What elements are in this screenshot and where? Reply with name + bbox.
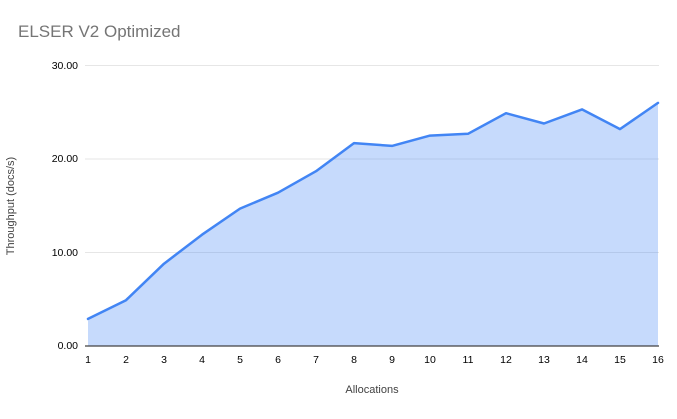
x-tick-label: 16 bbox=[652, 354, 664, 366]
x-tick-label: 13 bbox=[538, 354, 550, 366]
x-tick-label: 9 bbox=[389, 354, 395, 366]
area-fill bbox=[88, 102, 658, 347]
x-tick-label: 7 bbox=[313, 354, 319, 366]
y-tick-label: 10.00 bbox=[51, 246, 78, 259]
y-tick-label: 0.00 bbox=[57, 340, 78, 352]
x-tick-label: 15 bbox=[614, 354, 626, 366]
x-tick-label: 2 bbox=[123, 354, 129, 366]
chart-title: ELSER V2 Optimized bbox=[18, 22, 181, 41]
x-tick-label: 6 bbox=[275, 354, 281, 366]
x-tick-label: 1 bbox=[85, 354, 91, 366]
x-tick-label: 12 bbox=[500, 354, 512, 366]
x-tick-label: 5 bbox=[237, 354, 243, 366]
x-tick-label: 10 bbox=[424, 354, 436, 366]
x-tick-label: 8 bbox=[351, 354, 357, 366]
x-tick-label: 3 bbox=[161, 354, 167, 366]
x-tick-label: 11 bbox=[462, 354, 474, 366]
series-line bbox=[86, 101, 660, 321]
y-tick-label: 20.00 bbox=[51, 153, 78, 165]
x-tick-label: 4 bbox=[199, 354, 205, 366]
x-tick-label: 14 bbox=[576, 354, 588, 366]
x-axis-title: Allocations bbox=[345, 384, 399, 396]
y-tick-label: 30.00 bbox=[51, 59, 78, 72]
y-axis-title: Throughput (docs/s) bbox=[5, 156, 17, 256]
